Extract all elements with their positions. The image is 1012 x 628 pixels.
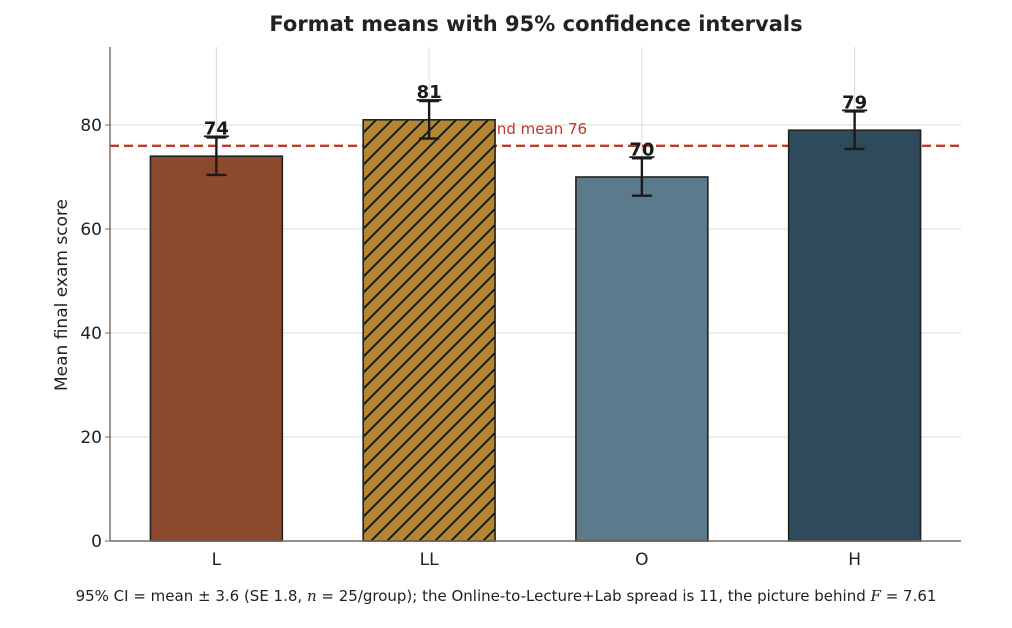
y-axis-label: Mean final exam score — [52, 198, 72, 392]
caption-part-1: 95% CI = mean ± 3.6 (SE 1.8, — [75, 587, 307, 605]
error-bars — [206, 99, 865, 197]
y-tick-label: 20 — [80, 428, 102, 448]
x-tick-label: O — [635, 550, 648, 570]
grand-mean-reference: grand mean 76 — [110, 120, 961, 148]
bar-H — [787, 129, 922, 542]
y-tick-label: 60 — [80, 220, 102, 240]
x-tick-label: H — [848, 550, 861, 570]
y-tick-label: 0 — [91, 532, 102, 552]
bars — [149, 119, 922, 542]
y-tick-label: 40 — [80, 324, 102, 344]
value-label-H: 79 — [842, 92, 867, 113]
caption-f-symbol: F — [870, 587, 881, 605]
x-tick-label: L — [212, 550, 222, 570]
caption-part-2: = 25/group); the Online-to-Lecture+Lab s… — [316, 587, 871, 605]
bar-LL — [362, 119, 496, 542]
caption-n-symbol: n — [306, 587, 317, 605]
bar-O — [575, 176, 709, 542]
x-tick-label: LL — [420, 550, 439, 570]
value-label-O: 70 — [629, 139, 654, 160]
bar-L — [149, 155, 284, 542]
value-labels: 74 81 70 79 — [204, 82, 867, 160]
grand-mean-label: grand mean 76 — [472, 120, 587, 138]
value-label-LL: 81 — [417, 82, 442, 103]
ci-caption: 95% CI = mean ± 3.6 (SE 1.8, n = 25/grou… — [0, 587, 1012, 605]
value-label-L: 74 — [204, 118, 229, 139]
caption-part-3: = 7.61 — [880, 587, 937, 605]
y-tick-label: 80 — [80, 116, 102, 136]
chart-title: Format means with 95% confidence interva… — [269, 12, 803, 36]
